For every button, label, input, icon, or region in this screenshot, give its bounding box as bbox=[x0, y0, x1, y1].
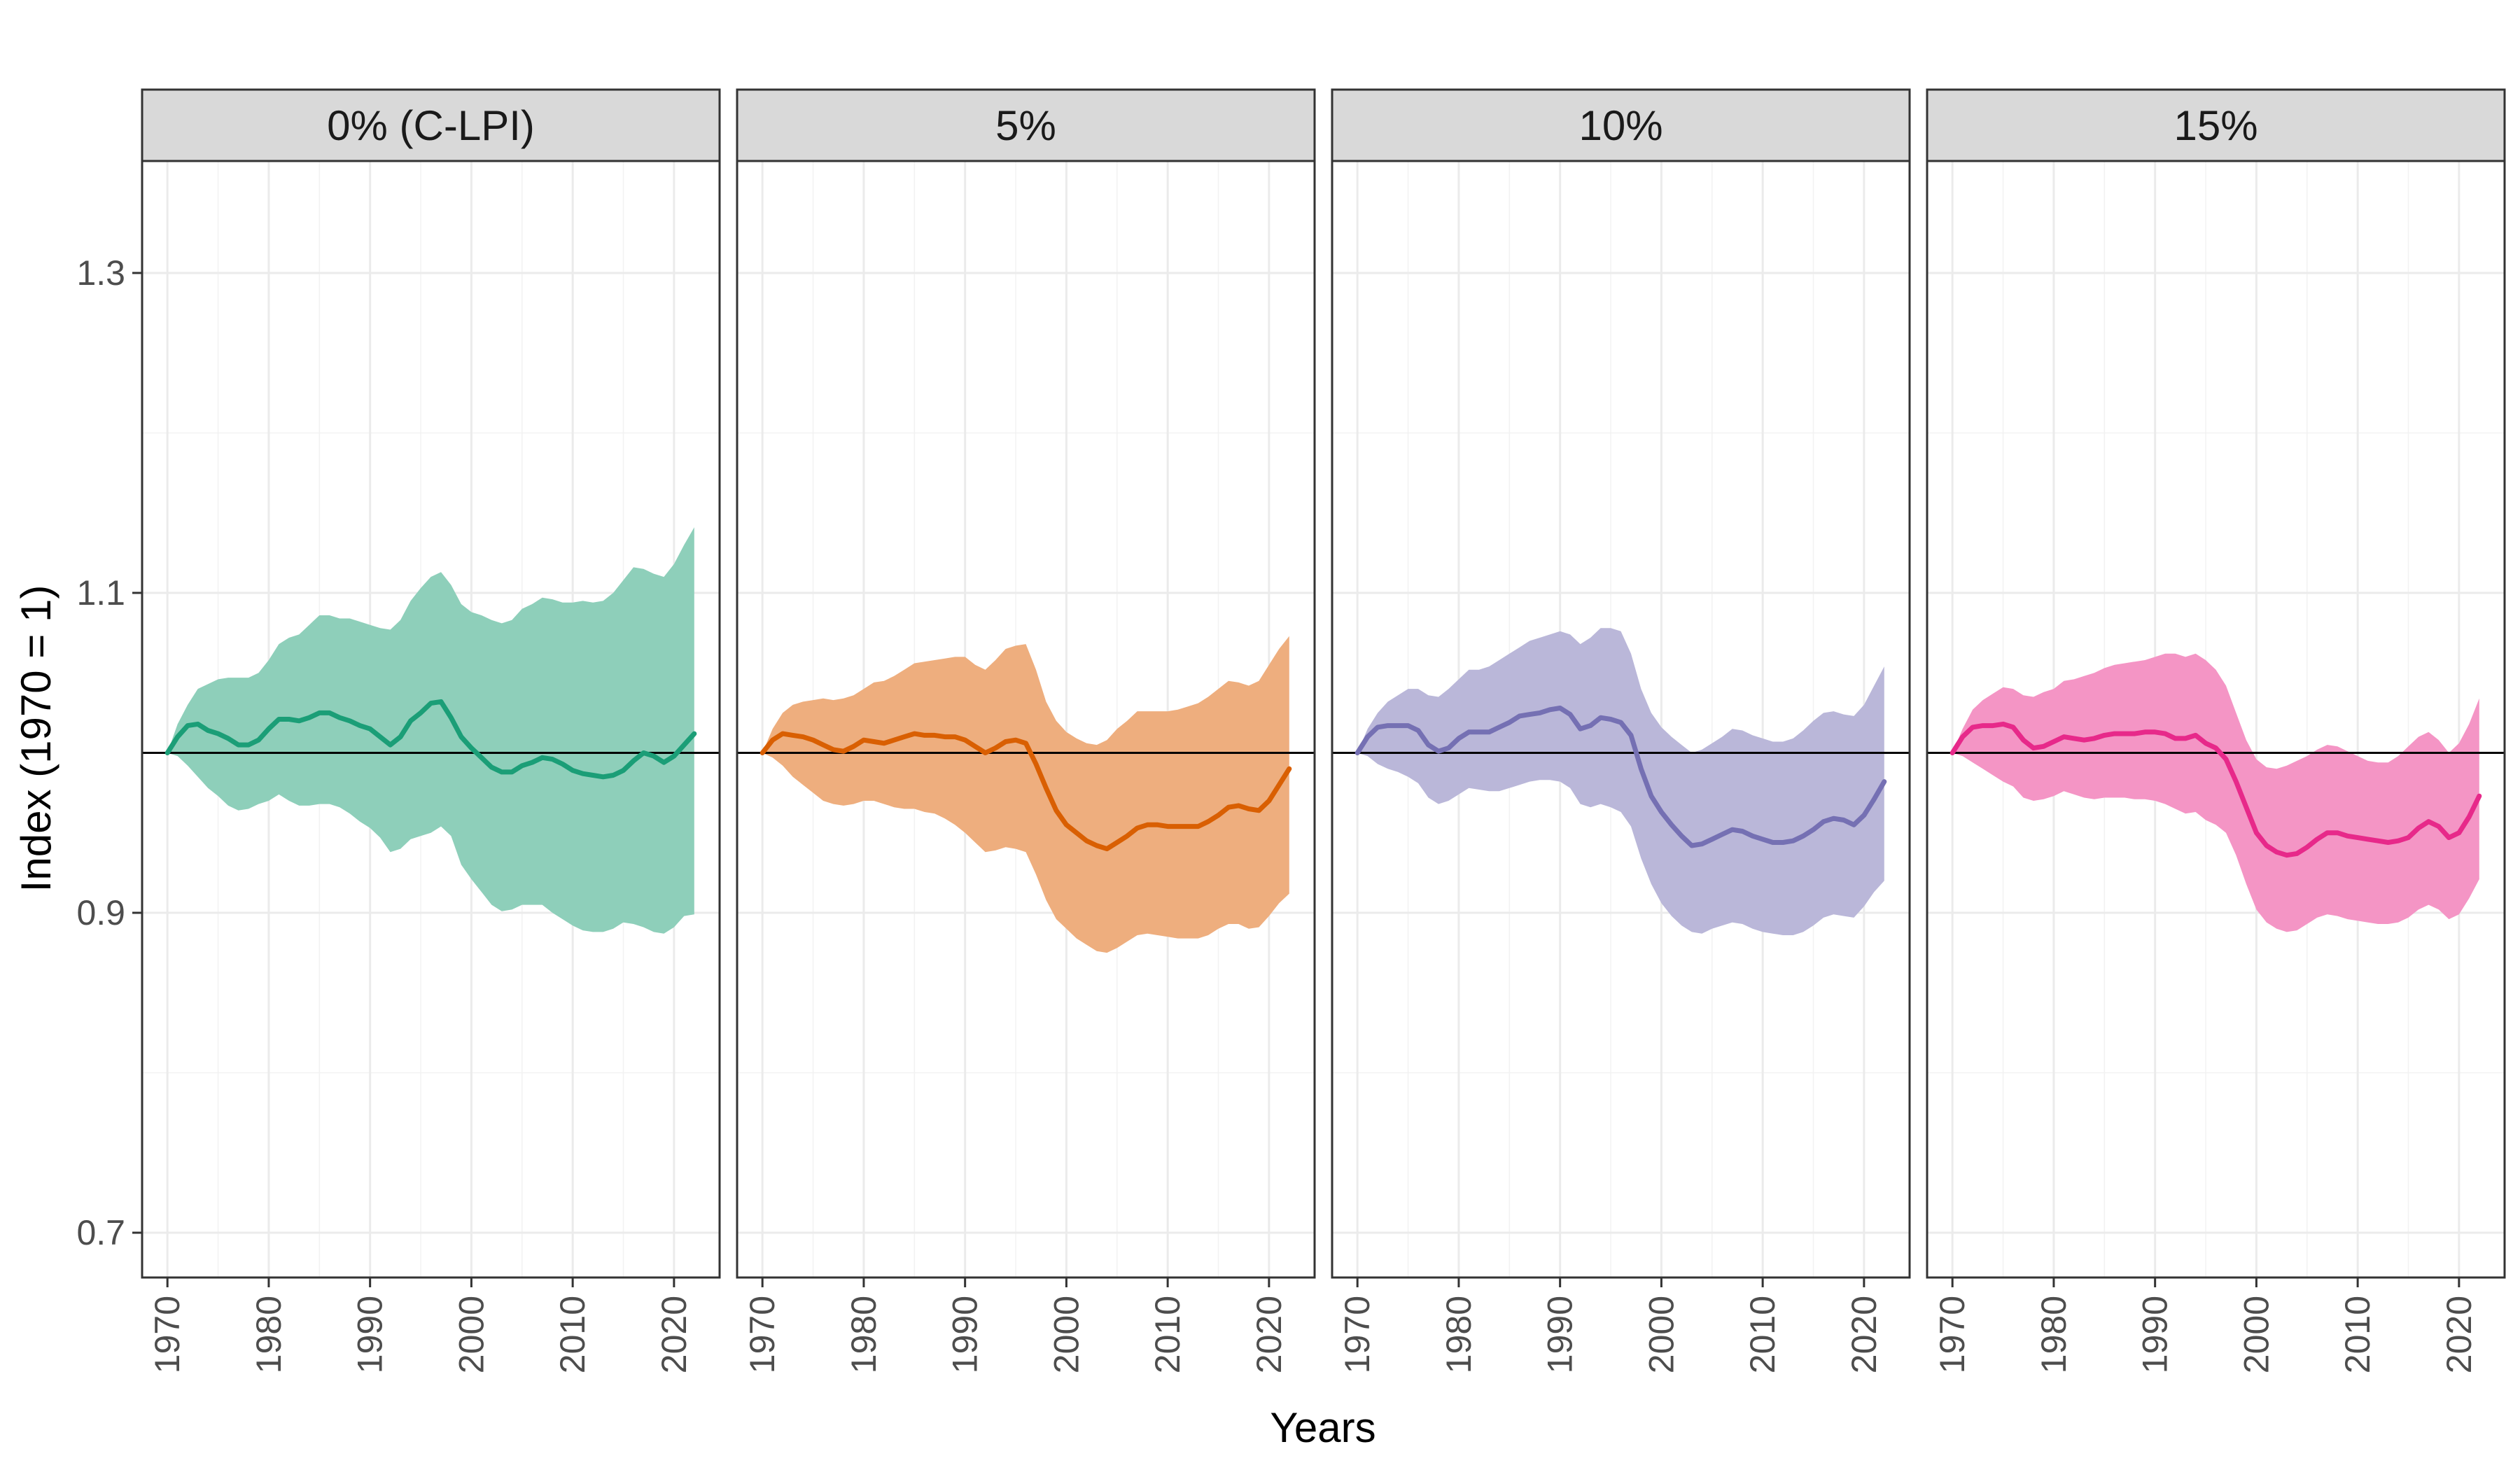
y-tick-label: 0.7 bbox=[76, 1213, 125, 1252]
x-tick-label: 1970 bbox=[743, 1296, 782, 1373]
panels: 0% (C-LPI) 1970 1980 1990 2000 2010 2020 5% 1970… bbox=[141, 88, 2506, 1373]
x-axis-title: Years bbox=[1270, 1404, 1376, 1451]
facet-strip-label: 15% bbox=[2174, 102, 2258, 149]
facet-panel: 10% 1970 1980 1990 2000 2010 2020 bbox=[1331, 88, 1911, 1373]
x-tick-label: 1980 bbox=[249, 1296, 288, 1373]
x-tick-label: 1970 bbox=[1338, 1296, 1377, 1373]
x-tick-label: 1990 bbox=[2136, 1296, 2175, 1373]
facet-strip bbox=[1331, 88, 1911, 162]
x-tick-label: 2010 bbox=[553, 1296, 592, 1373]
facet-strip-label: 0% (C-LPI) bbox=[327, 102, 535, 149]
y-tick-label: 0.9 bbox=[76, 893, 125, 932]
facet-panel: 0% (C-LPI) 1970 1980 1990 2000 2010 2020 bbox=[141, 88, 721, 1373]
x-tick-label: 2020 bbox=[1250, 1296, 1289, 1373]
confidence-ribbon bbox=[167, 527, 694, 934]
x-tick-label: 2020 bbox=[2440, 1296, 2479, 1373]
x-tick-label: 1970 bbox=[148, 1296, 187, 1373]
index-line bbox=[1354, 706, 1887, 848]
x-tick-label: 1990 bbox=[351, 1296, 390, 1373]
facet-strip bbox=[1926, 88, 2506, 162]
facet-panel: 5% 1970 1980 1990 2000 2010 2020 bbox=[736, 88, 1316, 1373]
facet-strip bbox=[141, 88, 721, 162]
y-tick-label: 1.3 bbox=[76, 253, 125, 293]
index-line bbox=[164, 699, 697, 780]
x-tick-label: 2000 bbox=[1642, 1296, 1681, 1373]
facet-panel: 15% 1970 1980 1990 2000 2010 2020 bbox=[1926, 88, 2506, 1373]
x-tick-label: 2010 bbox=[1148, 1296, 1187, 1373]
index-line bbox=[1949, 721, 2482, 858]
x-tick-label: 1990 bbox=[1541, 1296, 1580, 1373]
x-tick-label: 2000 bbox=[451, 1296, 491, 1373]
x-tick-label: 1970 bbox=[1933, 1296, 1972, 1373]
x-tick-label: 1980 bbox=[1439, 1296, 1478, 1373]
x-tick-label: 1990 bbox=[946, 1296, 985, 1373]
confidence-ribbon bbox=[1952, 653, 2479, 932]
x-tick-label: 1980 bbox=[2034, 1296, 2073, 1373]
y-axis: 0.7 0.9 1.1 1.3 bbox=[76, 253, 142, 1252]
x-tick-label: 2010 bbox=[1743, 1296, 1782, 1373]
confidence-ribbon bbox=[1357, 628, 1884, 935]
y-axis-title: Index (1970 = 1) bbox=[13, 585, 59, 892]
x-tick-label: 2020 bbox=[654, 1296, 694, 1373]
x-tick-label: 2020 bbox=[1844, 1296, 1884, 1373]
facet-strip-label: 10% bbox=[1578, 102, 1662, 149]
index-line bbox=[760, 731, 1292, 852]
confidence-ribbon bbox=[762, 636, 1289, 953]
x-tick-label: 2000 bbox=[2236, 1296, 2276, 1373]
x-tick-label: 2010 bbox=[2338, 1296, 2377, 1373]
y-tick-label: 1.1 bbox=[76, 573, 125, 612]
facet-strip bbox=[736, 88, 1316, 162]
x-tick-label: 1980 bbox=[844, 1296, 883, 1373]
x-tick-label: 2000 bbox=[1046, 1296, 1086, 1373]
facet-strip-label: 5% bbox=[995, 102, 1056, 149]
